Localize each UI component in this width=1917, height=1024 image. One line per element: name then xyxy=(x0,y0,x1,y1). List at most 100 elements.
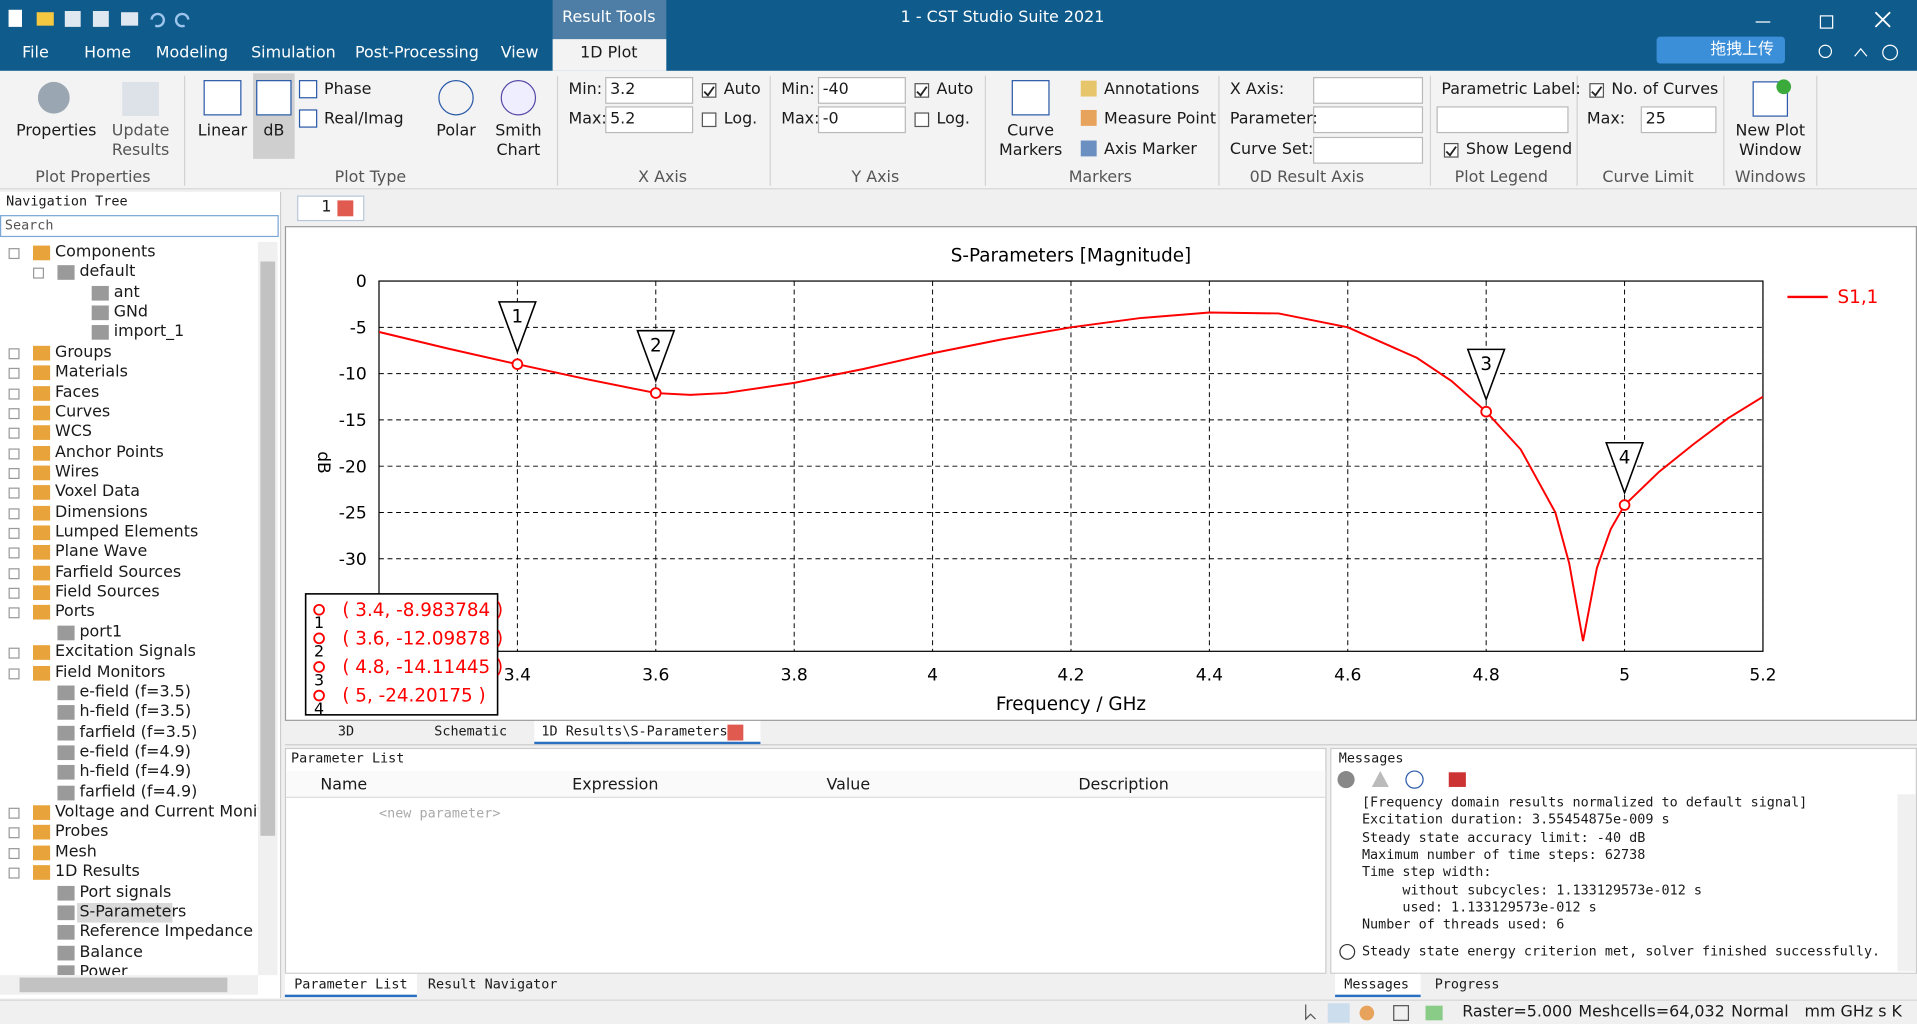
active-bottom-tab[interactable] xyxy=(284,973,417,998)
menu-tab[interactable]: Modeling xyxy=(155,43,229,63)
expander[interactable] xyxy=(8,607,20,619)
polar-icon[interactable] xyxy=(438,80,474,116)
x-auto-label[interactable]: Auto xyxy=(723,80,761,99)
tree-item[interactable]: Wires xyxy=(55,463,100,482)
restore[interactable] xyxy=(1819,15,1834,29)
x-auto-checkbox[interactable] xyxy=(701,83,717,98)
update-results-button[interactable]: Update Results xyxy=(111,122,170,161)
show-legend-checkbox[interactable] xyxy=(1443,142,1459,158)
new-parameter-row[interactable]: <new parameter> xyxy=(378,805,501,822)
x-min-input[interactable] xyxy=(605,76,694,104)
phase-button[interactable]: Phase xyxy=(323,80,372,99)
tree-item[interactable]: Field Monitors xyxy=(55,662,166,682)
x-min-value[interactable]: 3.2 xyxy=(610,80,636,99)
active-message-tab[interactable] xyxy=(1335,973,1421,998)
expander[interactable] xyxy=(8,847,20,859)
update-icon[interactable] xyxy=(122,81,159,117)
menu-tab-active[interactable]: 1D Plot xyxy=(580,43,638,63)
tree-item[interactable]: Balance xyxy=(79,942,143,962)
document-tab-label[interactable]: 1 xyxy=(321,197,332,217)
tree-item[interactable]: Groups xyxy=(55,343,112,362)
expander[interactable] xyxy=(8,407,20,419)
expander[interactable] xyxy=(8,547,20,559)
tree-item[interactable]: e-field (f=4.9) xyxy=(79,742,191,762)
tree-hscroll[interactable] xyxy=(0,975,258,995)
collapse[interactable] xyxy=(1854,47,1868,57)
column-header[interactable]: Description xyxy=(1078,775,1169,795)
fit-tool[interactable] xyxy=(1393,1005,1410,1021)
phase-icon[interactable] xyxy=(298,80,318,99)
tree-item[interactable]: Mesh xyxy=(55,842,97,862)
tree-item[interactable]: port1 xyxy=(79,622,123,642)
expander[interactable] xyxy=(8,567,20,579)
axis-marker-icon[interactable] xyxy=(1080,140,1097,157)
tree-item[interactable]: Excitation Signals xyxy=(55,642,196,662)
cloud-button[interactable]: 拖拽上传 xyxy=(1710,40,1774,59)
tree-scrollbar[interactable] xyxy=(257,241,278,976)
y-log-label[interactable]: Log. xyxy=(936,109,970,129)
new-plot-icon[interactable] xyxy=(1752,81,1789,117)
y-auto-label[interactable]: Auto xyxy=(936,80,974,99)
curve-markers-button[interactable]: Curve Markers xyxy=(999,122,1063,161)
tree-item[interactable]: Ports xyxy=(55,602,95,622)
curve-set-combo[interactable] xyxy=(1313,136,1424,164)
expander[interactable] xyxy=(8,587,20,599)
linear-icon[interactable] xyxy=(203,80,242,116)
tree-item[interactable]: Components xyxy=(55,243,156,262)
icon[interactable] xyxy=(121,12,139,26)
grid-tool[interactable] xyxy=(1425,1005,1443,1021)
properties-icon[interactable] xyxy=(37,81,70,114)
curve-markers-icon[interactable] xyxy=(1011,80,1050,116)
icon[interactable] xyxy=(8,9,23,27)
expander[interactable] xyxy=(8,248,20,260)
x-log-label[interactable]: Log. xyxy=(723,109,758,129)
zoom-tool[interactable] xyxy=(1327,1003,1350,1023)
view-tab-close[interactable] xyxy=(727,724,744,741)
menu-tab[interactable]: File xyxy=(22,43,49,63)
expander[interactable] xyxy=(8,467,20,479)
tree-item[interactable]: Voxel Data xyxy=(55,483,141,502)
icon[interactable] xyxy=(36,12,54,26)
expander[interactable] xyxy=(8,867,20,879)
expander[interactable] xyxy=(8,527,20,539)
undo[interactable] xyxy=(150,12,166,28)
smith-chart-button[interactable]: Smith Chart xyxy=(495,122,542,161)
max-curves-input[interactable] xyxy=(1640,106,1717,134)
realimag-icon[interactable] xyxy=(298,109,318,128)
x-log-checkbox[interactable] xyxy=(701,112,717,128)
tree-item[interactable]: Field Sources xyxy=(55,583,160,602)
y-max-input[interactable] xyxy=(817,106,906,134)
search-placeholder[interactable]: Search xyxy=(4,217,54,234)
annotations-button[interactable]: Annotations xyxy=(1103,80,1200,99)
polar-button[interactable]: Polar xyxy=(436,122,476,141)
smith-icon[interactable] xyxy=(500,80,537,116)
tree-item[interactable]: Port signals xyxy=(79,882,172,902)
column-header[interactable]: Value xyxy=(826,775,871,795)
y-min-input[interactable] xyxy=(817,76,906,104)
menu-tab[interactable]: Simulation xyxy=(251,43,336,63)
tree-item[interactable]: Dimensions xyxy=(55,503,148,522)
menu-tab[interactable]: View xyxy=(500,43,539,63)
tree-item[interactable]: 1D Results xyxy=(55,862,140,882)
tree-item[interactable]: Voltage and Current Monitors xyxy=(55,802,258,822)
y-auto-checkbox[interactable] xyxy=(914,83,930,98)
messages-scrollbar[interactable] xyxy=(1897,794,1916,972)
linear-button[interactable]: Linear xyxy=(197,122,248,141)
axis-marker-button[interactable]: Axis Marker xyxy=(1103,140,1197,159)
tree-item[interactable]: Curves xyxy=(55,403,111,422)
info-filter[interactable] xyxy=(1405,770,1424,789)
active-view-tab[interactable] xyxy=(534,720,761,745)
real-imag-button[interactable]: Real/Imag xyxy=(323,109,404,129)
search-box[interactable] xyxy=(0,215,279,238)
tree-item[interactable]: Reference Impedance xyxy=(79,922,254,942)
x-axis-combo[interactable] xyxy=(1313,76,1424,104)
x-max-value[interactable]: 5.2 xyxy=(610,109,636,129)
tab-close[interactable] xyxy=(337,200,354,217)
max-curves-value[interactable]: 25 xyxy=(1645,109,1666,129)
tree-item[interactable]: Plane Wave xyxy=(55,543,148,562)
expander[interactable] xyxy=(8,647,20,659)
menu-tab[interactable]: Post-Processing xyxy=(354,43,479,63)
clear-messages[interactable] xyxy=(1448,772,1466,787)
view-tab[interactable]: Schematic xyxy=(434,723,508,740)
pan-tool[interactable] xyxy=(1359,1005,1375,1021)
